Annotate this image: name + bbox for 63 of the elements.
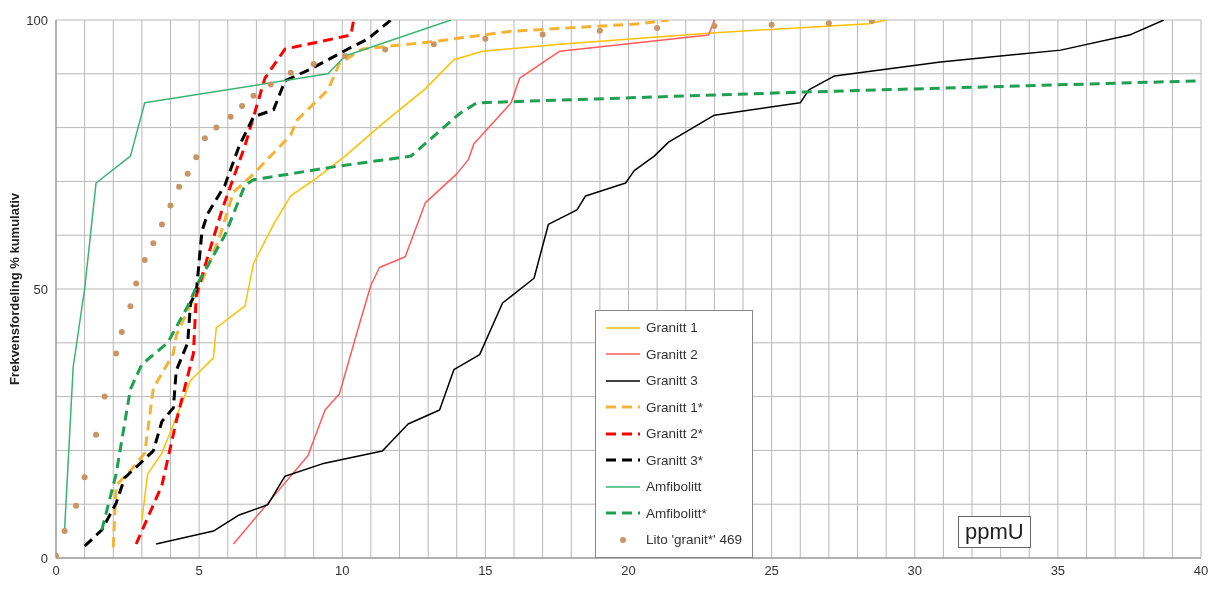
point — [539, 31, 546, 38]
point — [310, 61, 317, 68]
x-tick-label: 0 — [52, 563, 60, 579]
point — [227, 113, 234, 120]
y-axis-title: Frekvensfordeling % kumulativ — [6, 192, 22, 386]
legend-label: Granitt 2 — [646, 346, 698, 362]
point — [382, 46, 389, 53]
point — [711, 22, 718, 29]
legend-label: Granitt 1* — [646, 399, 704, 415]
point — [93, 431, 100, 438]
point — [768, 21, 775, 28]
point — [193, 154, 200, 161]
point — [250, 92, 257, 99]
point — [482, 35, 489, 42]
legend-label: Granitt 2* — [646, 426, 704, 442]
point — [267, 81, 274, 88]
point — [430, 41, 437, 48]
point — [868, 20, 875, 25]
point — [61, 528, 68, 535]
point — [158, 221, 165, 228]
point — [150, 240, 157, 247]
point — [133, 280, 140, 287]
point — [118, 329, 125, 336]
line-series — [232, 20, 716, 545]
x-tick-label: 5 — [195, 563, 203, 579]
x-tick-label: 35 — [1050, 563, 1066, 579]
point — [342, 53, 349, 60]
legend-label: Granitt 3 — [646, 373, 698, 389]
y-tick-label: 0 — [40, 550, 48, 566]
line-series — [141, 20, 887, 522]
legend-label: Granitt 1 — [646, 320, 698, 336]
point — [184, 170, 191, 177]
legend-label: Amfibolitt — [646, 479, 702, 495]
point — [113, 350, 120, 357]
legend-label: Amfibolitt* — [646, 505, 707, 521]
y-tick-label: 50 — [33, 281, 48, 297]
x-tick-label: 30 — [907, 563, 922, 579]
point — [81, 474, 88, 481]
legend-label: Granitt 3* — [646, 452, 704, 468]
point — [213, 124, 220, 131]
point — [239, 103, 246, 110]
x-tick-label: 15 — [478, 563, 493, 579]
line-series — [83, 20, 393, 548]
x-tick-label: 25 — [764, 563, 779, 579]
point — [176, 183, 183, 190]
point — [287, 69, 294, 76]
point — [73, 502, 80, 509]
x-tick-label: 20 — [621, 563, 636, 579]
x-tick-label: 40 — [1193, 563, 1209, 579]
point — [825, 20, 832, 27]
point — [127, 303, 134, 310]
point — [201, 135, 208, 142]
point — [596, 27, 603, 34]
point — [141, 256, 148, 263]
point — [167, 202, 174, 209]
line-series — [155, 20, 1165, 545]
point — [101, 393, 108, 400]
legend-label: Lito 'granit*' 469 — [646, 532, 742, 548]
line-series — [134, 20, 356, 546]
x-tick-label: 10 — [335, 563, 350, 579]
annotation: ppmU — [958, 516, 1031, 548]
point — [654, 25, 661, 32]
y-tick-label: 100 — [26, 12, 48, 28]
